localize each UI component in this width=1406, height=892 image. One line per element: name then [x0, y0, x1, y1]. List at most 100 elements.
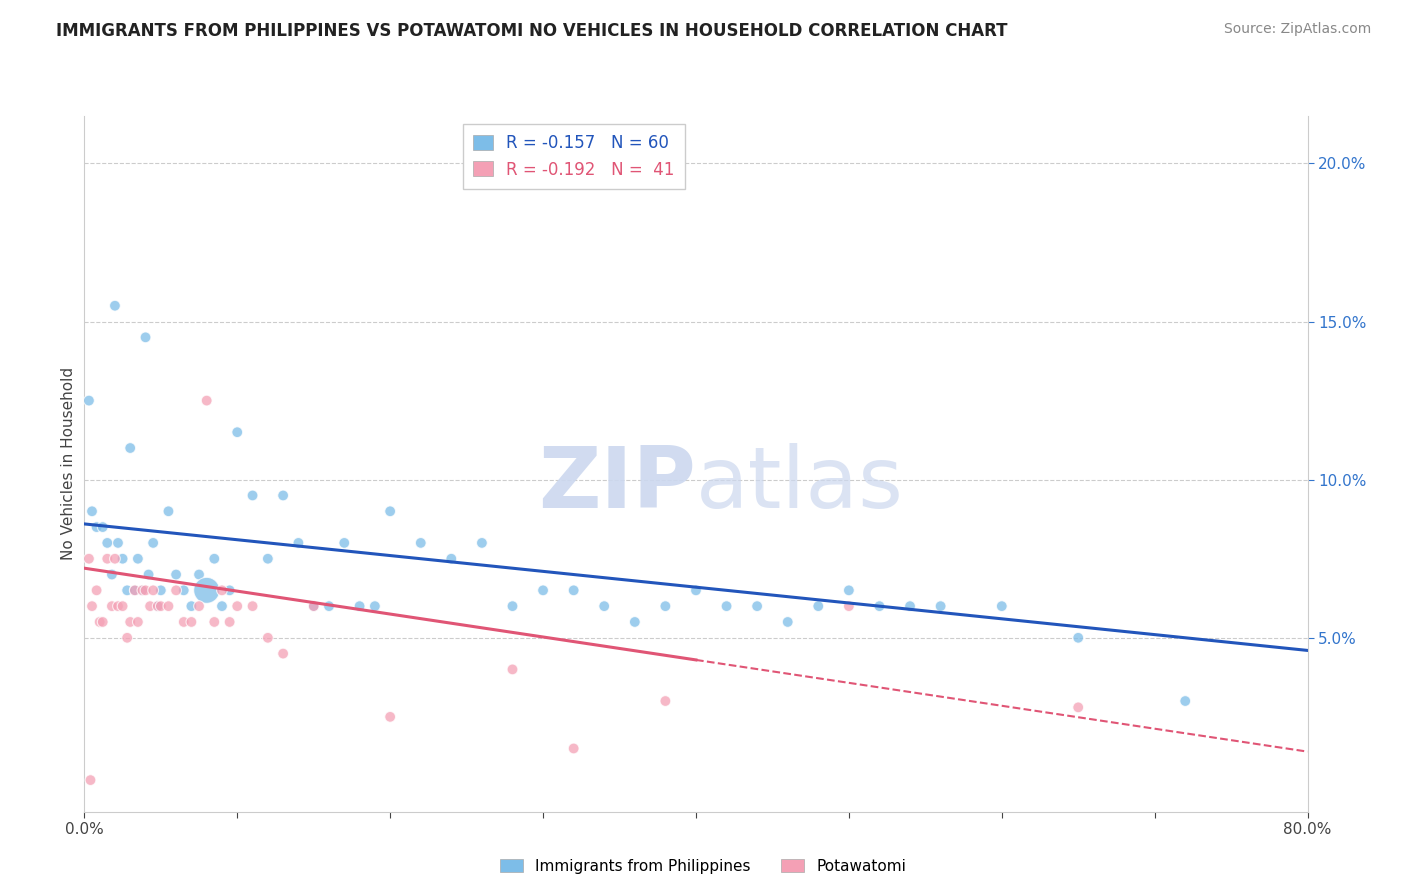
Point — [716, 599, 738, 614]
Point — [188, 567, 211, 582]
Point — [165, 567, 187, 582]
Point — [77, 551, 100, 566]
Point — [471, 536, 494, 550]
Point — [302, 599, 325, 614]
Point — [1067, 631, 1090, 645]
Point — [218, 615, 240, 629]
Point — [124, 583, 146, 598]
Point — [654, 599, 676, 614]
Point — [226, 425, 249, 440]
Point — [111, 599, 134, 614]
Point — [624, 615, 647, 629]
Point — [138, 567, 160, 582]
Point — [380, 504, 402, 518]
Point — [188, 599, 211, 614]
Text: Source: ZipAtlas.com: Source: ZipAtlas.com — [1223, 22, 1371, 37]
Point — [380, 710, 402, 724]
Point — [80, 599, 103, 614]
Point — [139, 599, 162, 614]
Point — [302, 599, 325, 614]
Text: atlas: atlas — [696, 443, 904, 526]
Point — [165, 583, 187, 598]
Point — [149, 599, 172, 614]
Point — [838, 583, 860, 598]
Point — [101, 599, 124, 614]
Point — [146, 599, 169, 614]
Point — [202, 551, 225, 566]
Point — [180, 615, 202, 629]
Point — [107, 536, 129, 550]
Point — [211, 583, 233, 598]
Point — [654, 694, 676, 708]
Point — [776, 615, 799, 629]
Point — [685, 583, 707, 598]
Point — [1067, 700, 1090, 714]
Text: IMMIGRANTS FROM PHILIPPINES VS POTAWATOMI NO VEHICLES IN HOUSEHOLD CORRELATION C: IMMIGRANTS FROM PHILIPPINES VS POTAWATOM… — [56, 22, 1008, 40]
Point — [104, 299, 127, 313]
Point — [142, 536, 165, 550]
Point — [502, 662, 524, 676]
Point — [364, 599, 387, 614]
Point — [1174, 694, 1197, 708]
Point — [79, 773, 101, 788]
Y-axis label: No Vehicles in Household: No Vehicles in Household — [60, 368, 76, 560]
Point — [257, 551, 280, 566]
Point — [838, 599, 860, 614]
Point — [991, 599, 1014, 614]
Point — [127, 615, 149, 629]
Point — [195, 393, 218, 408]
Point — [869, 599, 891, 614]
Point — [157, 599, 180, 614]
Point — [562, 741, 585, 756]
Point — [101, 567, 124, 582]
Point — [242, 599, 264, 614]
Point — [531, 583, 554, 598]
Point — [333, 536, 356, 550]
Text: ZIP: ZIP — [538, 443, 696, 526]
Legend: R = -0.157   N = 60, R = -0.192   N =  41: R = -0.157 N = 60, R = -0.192 N = 41 — [463, 124, 685, 188]
Point — [195, 583, 218, 598]
Point — [287, 536, 309, 550]
Point — [115, 583, 138, 598]
Legend: Immigrants from Philippines, Potawatomi: Immigrants from Philippines, Potawatomi — [494, 853, 912, 880]
Point — [242, 488, 264, 502]
Point — [111, 551, 134, 566]
Point — [80, 504, 103, 518]
Point — [135, 583, 157, 598]
Point — [807, 599, 830, 614]
Point — [120, 615, 142, 629]
Point — [86, 583, 108, 598]
Point — [173, 615, 195, 629]
Point — [157, 504, 180, 518]
Point — [127, 551, 149, 566]
Point — [226, 599, 249, 614]
Point — [146, 599, 169, 614]
Point — [218, 583, 240, 598]
Point — [211, 599, 233, 614]
Point — [898, 599, 921, 614]
Point — [107, 599, 129, 614]
Point — [562, 583, 585, 598]
Point — [180, 599, 202, 614]
Point — [929, 599, 952, 614]
Point — [124, 583, 146, 598]
Point — [409, 536, 432, 550]
Point — [593, 599, 616, 614]
Point — [89, 615, 111, 629]
Point — [349, 599, 371, 614]
Point — [86, 520, 108, 534]
Point — [502, 599, 524, 614]
Point — [104, 551, 127, 566]
Point — [131, 583, 153, 598]
Point — [135, 330, 157, 344]
Point — [131, 583, 153, 598]
Point — [142, 583, 165, 598]
Point — [120, 441, 142, 455]
Point — [440, 551, 463, 566]
Point — [202, 615, 225, 629]
Point — [115, 631, 138, 645]
Point — [91, 520, 114, 534]
Point — [96, 536, 118, 550]
Point — [173, 583, 195, 598]
Point — [271, 488, 294, 502]
